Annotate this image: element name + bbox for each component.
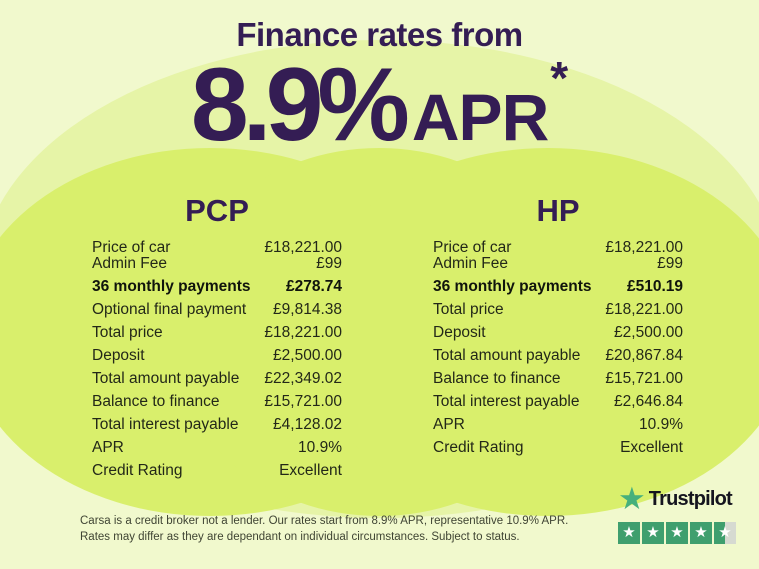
finance-row-pcp-0: Price of car £18,221.00 [92,240,342,256]
row-label: Admin Fee [92,255,167,272]
finance-row-pcp-9: APR 10.9% [92,440,342,456]
finance-row-hp-5: Total amount payable £20,867.84 [433,348,683,364]
finance-row-pcp-7: Balance to finance £15,721.00 [92,394,342,410]
finance-row-hp-0: Price of car £18,221.00 [433,240,683,256]
hp-finance-table: Price of car £18,221.00 Admin Fee £99 36 mon… [433,240,683,456]
row-value: £510.19 [626,278,683,295]
row-value: £4,128.02 [273,416,342,433]
finance-row-hp-4: Deposit £2,500.00 [433,325,683,341]
row-value: £18,221.00 [264,324,342,341]
row-label: Optional final payment [92,301,247,318]
finance-row-hp-7: Total interest payable £2,646.84 [433,394,683,410]
finance-row-hp-8: APR 10.9% [433,417,683,433]
row-value: £20,867.84 [605,347,683,364]
row-value: 10.9% [639,416,683,433]
row-label: Total interest payable [92,416,239,433]
finance-row-hp-1: Admin Fee £99 [433,256,683,272]
row-label: 36 monthly payments [92,278,251,295]
finance-row-pcp-4: Total price £18,221.00 [92,325,342,341]
legal-disclaimer: Carsa is a credit broker not a lender. O… [80,513,650,545]
trustpilot-wordmark: Trustpilot [648,487,733,510]
row-label: Total amount payable [433,347,581,364]
row-value: £18,221.00 [605,239,683,256]
row-value: £18,221.00 [264,239,342,256]
trustpilot-rating-stars: ★ ★ ★ ★ ★ [618,522,742,544]
rating-star-icon: ★ [666,522,688,544]
finance-row-pcp-1: Admin Fee £99 [92,256,342,272]
row-label: Total interest payable [433,393,580,410]
finance-row-pcp-5: Deposit £2,500.00 [92,348,342,364]
row-value: £99 [657,255,683,272]
row-value: Excellent [620,439,683,456]
row-value: £2,500.00 [273,347,342,364]
row-label: Balance to finance [433,370,561,387]
row-label: APR [433,416,465,433]
finance-row-hp-9: Credit Rating Excellent [433,440,683,456]
row-label: Total amount payable [92,370,240,387]
row-value: £2,500.00 [614,324,683,341]
finance-row-pcp-10: Credit Rating Excellent [92,463,342,479]
trustpilot-badge[interactable]: ★ Trustpilot ★ ★ ★ ★ ★ [618,481,742,544]
trustpilot-logo: ★ Trustpilot [618,481,742,516]
rating-star-half-icon: ★ [714,522,736,544]
row-label: Total price [92,324,163,341]
row-value: £2,646.84 [614,393,683,410]
row-label: Price of car [433,239,512,256]
row-value: £15,721.00 [605,370,683,387]
rating-star-icon: ★ [690,522,712,544]
disclaimer-line-1: Carsa is a credit broker not a lender. O… [80,515,569,527]
finance-row-pcp-3: Optional final payment £9,814.38 [92,302,342,318]
venn-circle-right [303,148,759,516]
row-value: £278.74 [285,278,342,295]
rating-star-icon: ★ [642,522,664,544]
headline-rate: 8.9% APR * [0,46,759,165]
row-value: £9,814.38 [273,301,342,318]
row-label: Deposit [433,324,486,341]
finance-row-pcp-2: 36 monthly payments £278.74 [92,279,342,295]
finance-row-hp-3: Total price £18,221.00 [433,302,683,318]
row-label: Balance to finance [92,393,220,410]
rating-star-icon: ★ [618,522,640,544]
row-value: £15,721.00 [264,393,342,410]
plan-heading-hp: HP [536,193,580,228]
row-label: Admin Fee [433,255,508,272]
page-title: Finance rates from [236,16,523,53]
rate-asterisk: * [550,52,569,104]
row-value: 10.9% [298,439,342,456]
row-value: Excellent [279,462,342,479]
row-label: 36 monthly payments [433,278,592,295]
row-label: Credit Rating [92,462,183,479]
row-label: APR [92,439,124,456]
row-value: £18,221.00 [605,301,683,318]
row-value: £22,349.02 [264,370,342,387]
row-label: Credit Rating [433,439,524,456]
row-label: Price of car [92,239,171,256]
rate-unit: APR [411,80,549,154]
rate-value: 8.9% [190,47,410,163]
row-value: £99 [316,255,342,272]
finance-row-pcp-6: Total amount payable £22,349.02 [92,371,342,387]
disclaimer-line-2: Rates may differ as they are dependant o… [80,531,520,543]
pcp-finance-table: Price of car £18,221.00 Admin Fee £99 36 mon… [92,240,342,479]
finance-row-hp-6: Balance to finance £15,721.00 [433,371,683,387]
finance-row-pcp-8: Total interest payable £4,128.02 [92,417,342,433]
finance-row-hp-2: 36 monthly payments £510.19 [433,279,683,295]
row-label: Deposit [92,347,145,364]
row-label: Total price [433,301,504,318]
plan-heading-pcp: PCP [185,193,249,228]
trustpilot-star-icon: ★ [618,481,646,516]
